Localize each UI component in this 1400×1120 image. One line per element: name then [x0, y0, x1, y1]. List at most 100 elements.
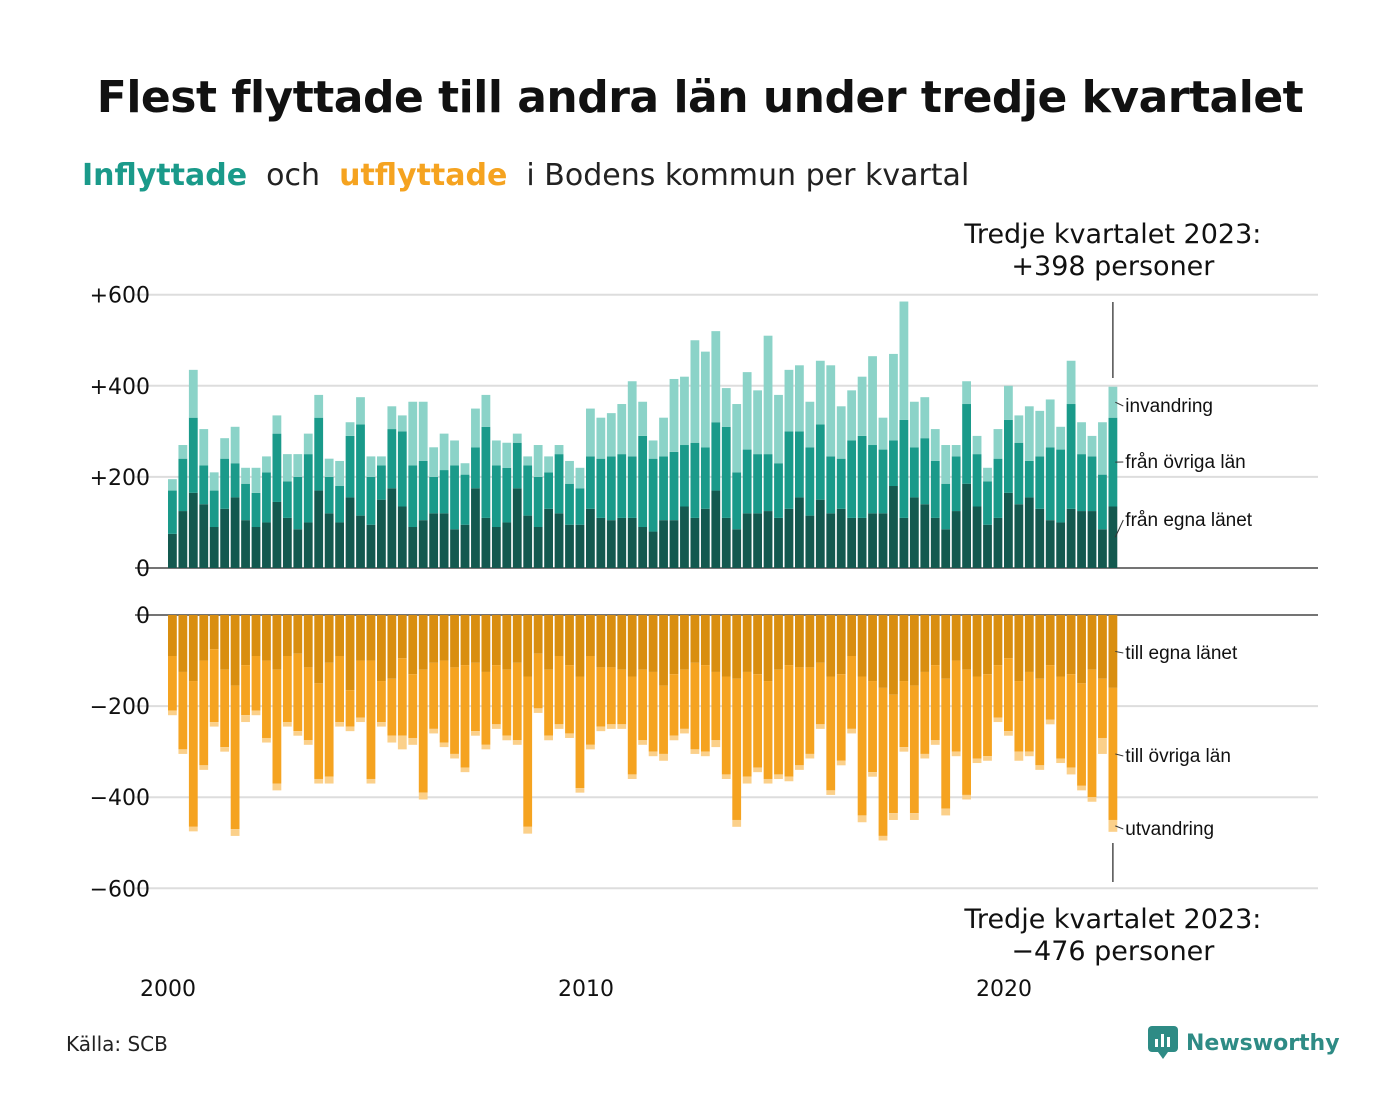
bar-out-ovriga — [324, 662, 334, 777]
bar-out-ovriga — [272, 669, 282, 784]
bar-out-ovriga — [314, 683, 324, 779]
bar-in-ovriga — [795, 431, 804, 498]
bar-in-egna — [502, 522, 512, 568]
bar-out-utland — [209, 722, 219, 727]
bar-in-ovriga — [199, 465, 209, 505]
bar-in-egna — [241, 520, 250, 568]
bar-out-utland — [836, 760, 846, 766]
bar-out-ovriga — [732, 678, 742, 820]
bar-out-utland — [596, 726, 606, 732]
annotation-bottom-line1: Tredje kvartalet 2023: — [963, 904, 1261, 935]
bar-in-egna — [1045, 520, 1055, 568]
bar-out-egna — [920, 615, 930, 672]
bar-out-ovriga — [1087, 669, 1097, 798]
bar-in-ovriga — [188, 417, 198, 493]
bar-out-utland — [659, 753, 668, 761]
bar-in-ovriga — [711, 422, 721, 491]
bar-out-utland — [1056, 758, 1066, 764]
bar-out-utland — [188, 826, 198, 832]
bar-in-egna — [847, 517, 857, 568]
bar-out-utland — [1098, 737, 1107, 754]
bar-in-egna — [805, 515, 815, 568]
bar-out-egna — [815, 615, 825, 663]
bar-in-egna — [324, 513, 334, 568]
y-tick-label-bottom: −200 — [90, 695, 150, 720]
bar-in-utland — [1087, 435, 1097, 457]
bar-in-egna — [795, 497, 804, 568]
bar-in-utland — [377, 456, 386, 466]
bar-out-ovriga — [868, 681, 877, 773]
bar-in-egna — [1004, 492, 1013, 568]
bar-out-egna — [314, 615, 324, 684]
bar-in-utland — [241, 467, 250, 484]
bar-in-ovriga — [680, 445, 689, 507]
bar-in-egna — [565, 524, 574, 568]
bar-in-ovriga — [262, 472, 271, 523]
bar-in-egna — [282, 517, 292, 568]
bar-in-ovriga — [638, 435, 648, 528]
bar-out-utland — [324, 776, 334, 784]
bar-in-ovriga — [742, 449, 752, 514]
bar-in-ovriga — [366, 476, 376, 525]
bar-out-utland — [502, 735, 512, 741]
bar-out-egna — [700, 615, 710, 666]
bar-out-utland — [241, 715, 250, 723]
bar-out-egna — [251, 615, 261, 656]
bar-out-ovriga — [366, 660, 376, 779]
bar-out-ovriga — [439, 660, 449, 743]
bar-out-egna — [993, 615, 1003, 666]
bar-in-utland — [659, 417, 668, 457]
bar-in-utland — [1045, 399, 1055, 448]
bar-out-egna — [366, 615, 376, 661]
bar-out-egna — [721, 615, 731, 677]
bar-out-ovriga — [262, 660, 271, 738]
brand-name: Newsworthy — [1186, 1030, 1340, 1056]
bar-in-egna — [826, 513, 836, 568]
bar-in-utland — [617, 404, 627, 455]
series-label-till-ovriga-lan: till övriga län — [1125, 746, 1231, 767]
bar-out-egna — [554, 615, 564, 656]
bar-in-ovriga — [941, 483, 951, 530]
bar-in-ovriga — [857, 435, 867, 518]
bar-in-egna — [1077, 511, 1086, 568]
bar-out-ovriga — [282, 655, 292, 723]
bar-in-egna — [575, 524, 585, 568]
bar-in-utland — [293, 454, 303, 477]
bar-in-utland — [544, 456, 553, 473]
bar-out-utland — [251, 710, 261, 716]
bar-in-utland — [439, 433, 449, 471]
bar-out-egna — [732, 615, 742, 679]
bar-in-egna — [450, 529, 459, 568]
bar-out-egna — [648, 615, 658, 672]
bar-in-ovriga — [282, 481, 292, 518]
bar-out-egna — [805, 615, 815, 668]
bar-in-utland — [397, 415, 407, 432]
bar-out-utland — [669, 735, 679, 741]
bar-out-ovriga — [209, 649, 219, 723]
bar-in-egna — [868, 513, 877, 568]
bar-in-utland — [836, 406, 846, 459]
bar-out-egna — [512, 615, 522, 663]
bar-in-egna — [491, 527, 501, 568]
bar-out-egna — [230, 615, 240, 686]
bar-out-egna — [1066, 615, 1076, 675]
bar-in-ovriga — [387, 429, 397, 489]
bar-out-egna — [972, 615, 982, 677]
bar-in-ovriga — [878, 449, 888, 514]
bar-out-ovriga — [345, 690, 355, 727]
bar-out-egna — [742, 615, 752, 672]
bar-in-utland — [460, 463, 470, 475]
bar-in-utland — [899, 301, 909, 420]
bar-out-utland — [784, 776, 794, 782]
bar-in-egna — [439, 513, 449, 568]
bar-in-utland — [847, 390, 857, 441]
bar-out-ovriga — [795, 667, 804, 766]
bar-out-utland — [586, 744, 595, 750]
bar-out-utland — [805, 753, 815, 759]
bar-in-utland — [680, 376, 689, 446]
bar-out-utland — [700, 751, 710, 757]
bar-out-ovriga — [638, 669, 648, 741]
bar-in-utland — [586, 408, 595, 457]
bar-in-ovriga — [1098, 474, 1107, 530]
bar-out-ovriga — [241, 665, 250, 716]
